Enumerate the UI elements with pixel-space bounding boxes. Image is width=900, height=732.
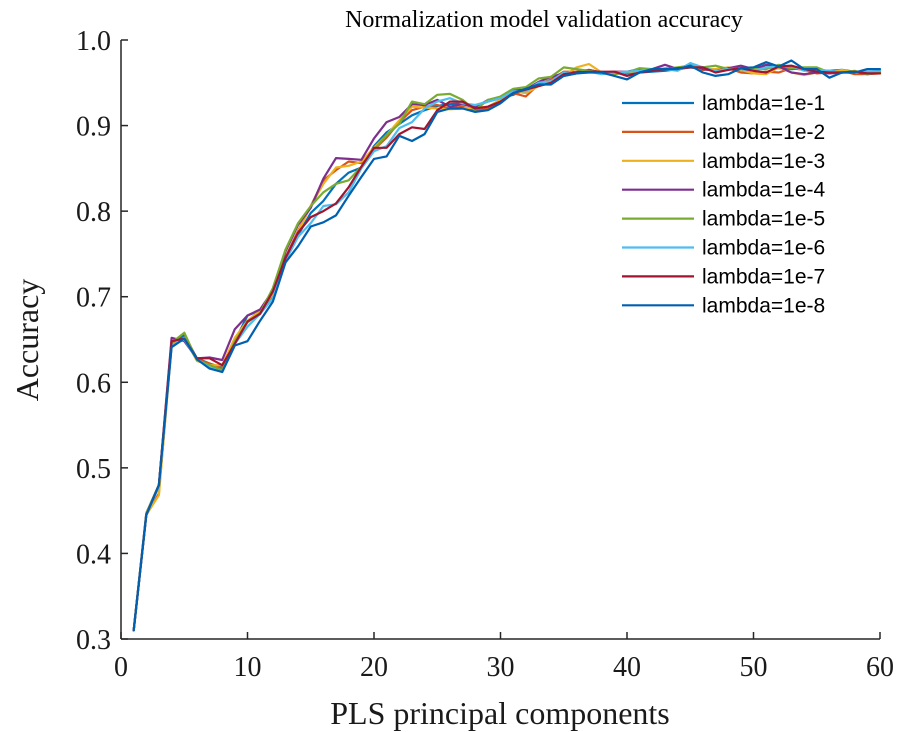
- y-axis-label: Accuracy: [9, 279, 45, 402]
- y-tick-label: 0.6: [76, 368, 111, 399]
- legend-label-1: lambda=1e-1: [702, 92, 825, 115]
- y-tick-label: 0.4: [76, 539, 111, 570]
- x-tick-label: 60: [866, 652, 894, 683]
- x-tick-label: 40: [613, 652, 641, 683]
- legend-label-7: lambda=1e-7: [702, 265, 825, 288]
- x-axis-label: PLS principal components: [330, 695, 670, 731]
- legend-label-3: lambda=1e-3: [702, 150, 825, 173]
- y-tick-label: 0.8: [76, 197, 111, 228]
- y-tick-label: 1.0: [76, 26, 111, 57]
- legend: lambda=1e-1 lambda=1e-2 lambda=1e-3 lambda=…: [622, 92, 825, 317]
- y-tick-label: 0.7: [76, 283, 111, 314]
- chart-title: Normalization model validation accuracy: [345, 7, 743, 33]
- legend-label-2: lambda=1e-2: [702, 121, 825, 144]
- series-line-6: [132, 61, 882, 632]
- x-tick-label: 0: [114, 652, 128, 683]
- x-tick-label: 10: [234, 652, 262, 683]
- legend-label-6: lambda=1e-6: [702, 237, 825, 260]
- legend-label-8: lambda=1e-8: [702, 294, 825, 317]
- series-layer: [132, 59, 882, 632]
- y-tick-label: 0.9: [76, 112, 111, 143]
- x-tick-label: 50: [740, 652, 768, 683]
- series-line-8: [132, 59, 882, 632]
- legend-label-4: lambda=1e-4: [702, 179, 825, 202]
- y-tick-label: 0.5: [76, 454, 111, 485]
- y-tick-label: 0.3: [76, 625, 111, 656]
- x-tick-label: 20: [360, 652, 388, 683]
- legend-label-5: lambda=1e-5: [702, 208, 825, 231]
- axes-layer: 0 10 20 30 40 50 60 0.3 0.4 0.5 0.6 0.7 0.8 0.9 1.0: [76, 26, 894, 683]
- x-tick-label: 30: [487, 652, 515, 683]
